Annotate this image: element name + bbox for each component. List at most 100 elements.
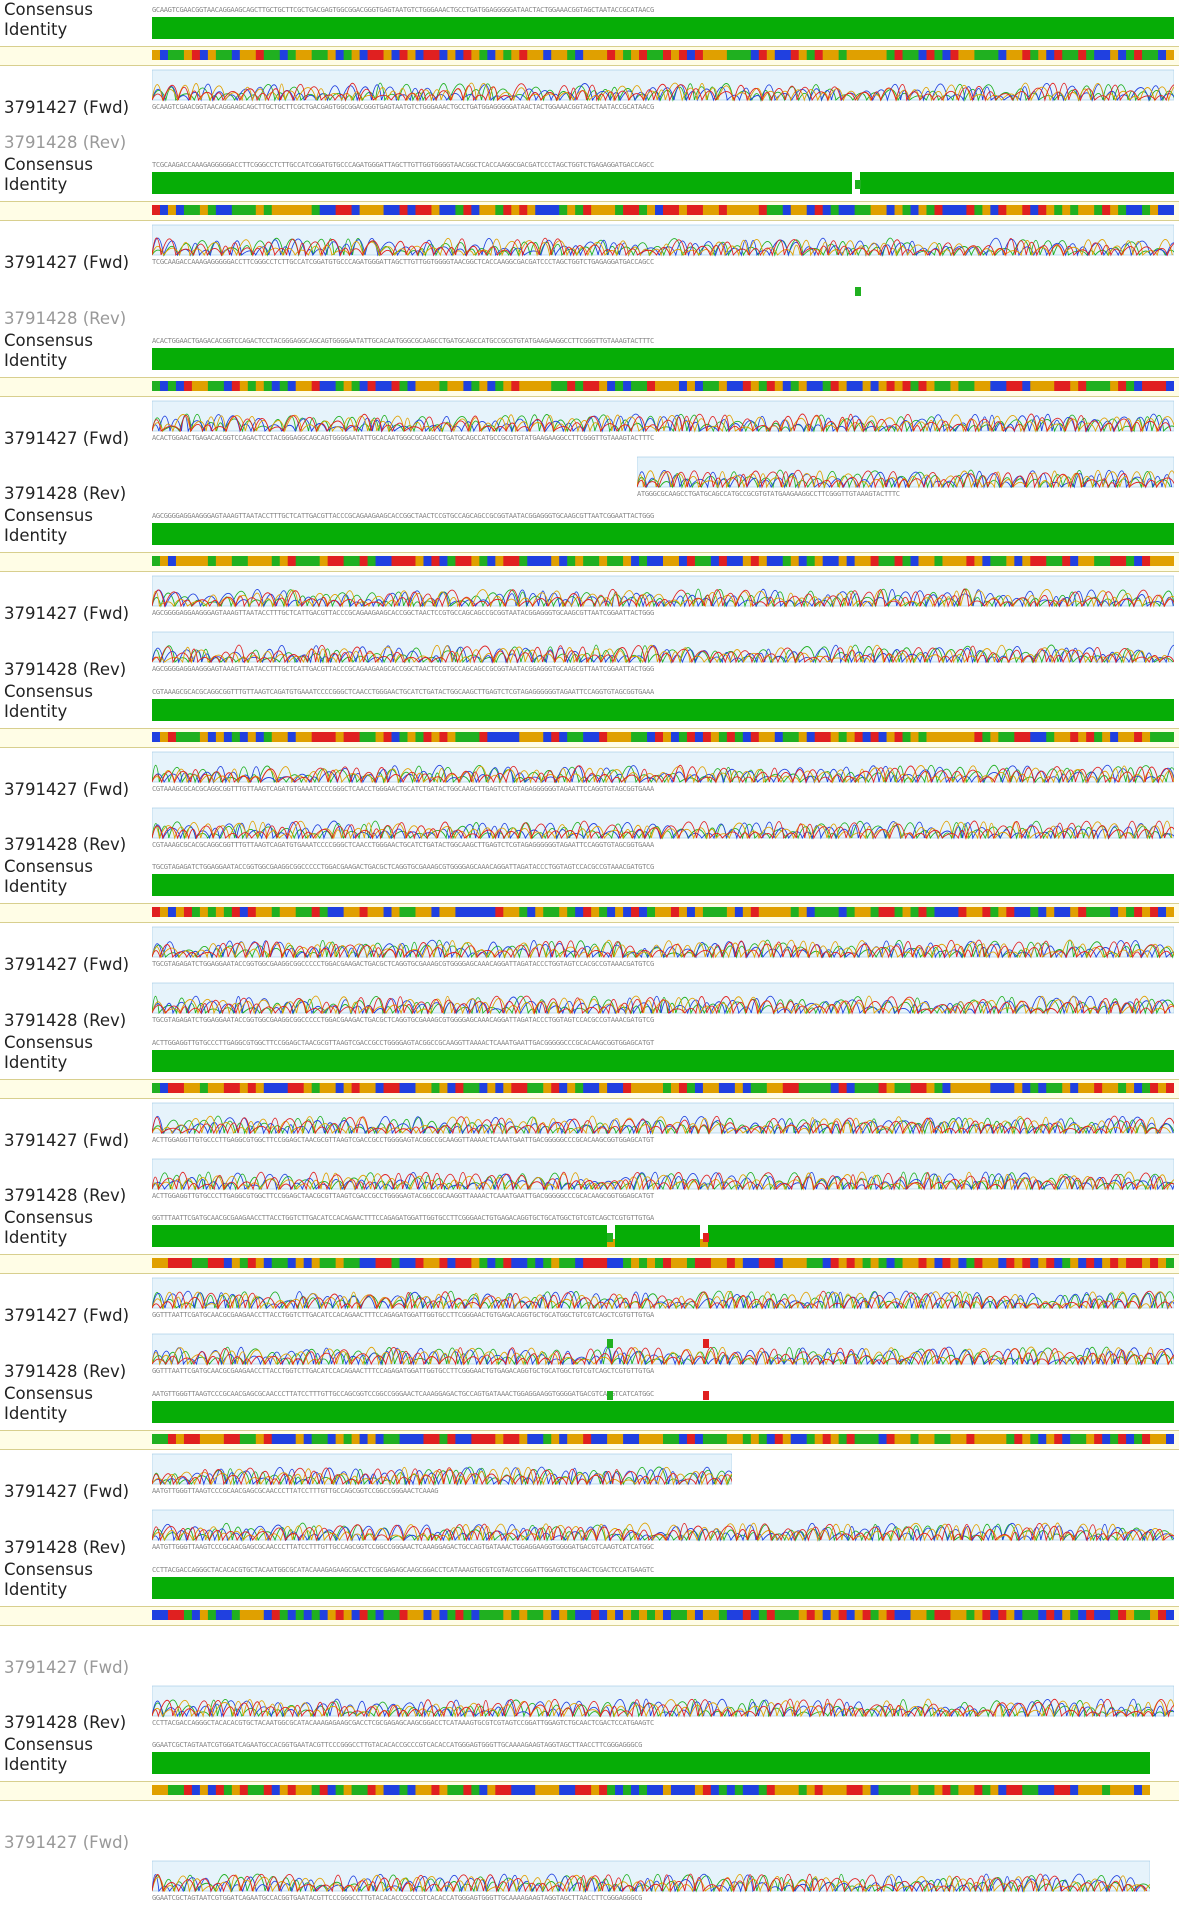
reference-base — [615, 381, 624, 391]
reference-base — [527, 1434, 536, 1444]
rev-read-label[interactable]: 3791428 (Rev) — [4, 133, 127, 152]
reference-base — [934, 1258, 943, 1268]
identity-label[interactable]: Identity — [4, 1580, 68, 1599]
rev-chromatogram[interactable] — [152, 1153, 1174, 1193]
reference-base — [407, 50, 416, 60]
reference-base — [463, 732, 472, 742]
fwd-chromatogram[interactable] — [152, 1097, 1174, 1137]
consensus-label[interactable]: Consensus — [4, 155, 93, 174]
reference-base — [854, 1785, 863, 1795]
rev-read-label[interactable]: 3791428 (Rev) — [4, 309, 127, 328]
rev-read-label[interactable]: 3791428 (Rev) — [4, 484, 127, 503]
fwd-chromatogram[interactable] — [152, 921, 1174, 961]
fwd-chromatogram[interactable] — [152, 746, 1174, 786]
identity-label[interactable]: Identity — [4, 175, 68, 194]
rev-read-label[interactable]: 3791428 (Rev) — [4, 1538, 127, 1557]
reference-base — [1038, 1785, 1047, 1795]
reference-base — [167, 1083, 177, 1093]
identity-label[interactable]: Identity — [4, 702, 68, 721]
reference-base — [583, 1083, 592, 1093]
fwd-chromatogram[interactable] — [152, 1272, 1174, 1312]
fwd-read-label[interactable]: 3791427 (Fwd) — [4, 780, 130, 799]
reference-base — [822, 907, 832, 917]
reference-base — [894, 205, 903, 215]
consensus-label[interactable]: Consensus — [4, 0, 93, 19]
reference-base — [990, 50, 999, 60]
identity-label[interactable]: Identity — [4, 20, 68, 39]
fwd-read-label[interactable]: 3791427 (Fwd) — [4, 955, 130, 974]
reference-base — [846, 381, 856, 391]
reference-base — [639, 50, 648, 60]
reference-base — [599, 732, 608, 742]
rev-chromatogram[interactable] — [152, 802, 1174, 842]
rev-chromatogram[interactable] — [152, 1680, 1174, 1720]
identity-label[interactable]: Identity — [4, 1053, 68, 1072]
consensus-label[interactable]: Consensus — [4, 1735, 93, 1754]
rev-read-label[interactable]: 3791428 (Rev) — [4, 1713, 127, 1732]
fwd-read-label[interactable]: 3791427 (Fwd) — [4, 429, 130, 448]
reference-base — [878, 1785, 887, 1795]
rev-chromatogram[interactable] — [152, 626, 1174, 666]
reference-base — [814, 1083, 824, 1093]
reference-base — [1126, 907, 1135, 917]
rev-read-label[interactable]: 3791428 (Rev) — [4, 1362, 127, 1381]
rev-read-label[interactable]: 3791428 (Rev) — [4, 660, 127, 679]
reference-base — [327, 50, 337, 60]
rev-read-label[interactable]: 3791428 (Rev) — [4, 1011, 127, 1030]
rev-chromatogram[interactable] — [637, 451, 1174, 491]
reference-base — [974, 732, 983, 742]
fwd-chromatogram[interactable] — [152, 1448, 732, 1488]
fwd-read-label[interactable]: 3791427 (Fwd) — [4, 1658, 130, 1677]
rev-chromatogram[interactable] — [152, 977, 1174, 1017]
consensus-label[interactable]: Consensus — [4, 1560, 93, 1579]
rev-chromatogram[interactable] — [152, 1328, 1174, 1368]
reference-base — [1014, 1610, 1023, 1620]
fwd-read-label[interactable]: 3791427 (Fwd) — [4, 1131, 130, 1150]
fwd-read-label[interactable]: 3791427 (Fwd) — [4, 253, 130, 272]
consensus-label[interactable]: Consensus — [4, 857, 93, 876]
identity-label[interactable]: Identity — [4, 1755, 68, 1774]
reference-base — [678, 556, 688, 566]
reference-base — [1102, 205, 1111, 215]
consensus-label[interactable]: Consensus — [4, 331, 93, 350]
fwd-read-label[interactable]: 3791427 (Fwd) — [4, 98, 130, 117]
fwd-read-label[interactable]: 3791427 (Fwd) — [4, 604, 130, 623]
rev-read-label[interactable]: 3791428 (Rev) — [4, 1186, 127, 1205]
consensus-label[interactable]: Consensus — [4, 1033, 93, 1052]
fwd-chromatogram[interactable] — [152, 395, 1174, 435]
rev-chromatogram[interactable] — [152, 1855, 1150, 1895]
reference-base — [734, 381, 744, 391]
reference-base — [663, 381, 672, 391]
consensus-label[interactable]: Consensus — [4, 1208, 93, 1227]
reference-base — [152, 50, 161, 60]
identity-label[interactable]: Identity — [4, 351, 68, 370]
reference-base — [543, 1083, 552, 1093]
reference-base — [407, 1610, 416, 1620]
reference-base — [199, 205, 209, 215]
fwd-read-label[interactable]: 3791427 (Fwd) — [4, 1482, 130, 1501]
reference-base — [1078, 381, 1087, 391]
reference-base — [950, 1610, 959, 1620]
rev-read-label[interactable]: 3791428 (Rev) — [4, 835, 127, 854]
reference-base — [623, 50, 632, 60]
rev-chromatogram[interactable] — [152, 1504, 1174, 1544]
fwd-read-label[interactable]: 3791427 (Fwd) — [4, 1306, 130, 1325]
reference-base — [1094, 556, 1103, 566]
chromatogram-channel — [152, 939, 1174, 959]
reference-base — [790, 556, 800, 566]
fwd-chromatogram[interactable] — [152, 64, 1174, 104]
fwd-chromatogram[interactable] — [152, 219, 1174, 259]
consensus-label[interactable]: Consensus — [4, 682, 93, 701]
fwd-read-label[interactable]: 3791427 (Fwd) — [4, 1833, 130, 1852]
fwd-chromatogram[interactable] — [152, 570, 1174, 610]
identity-label[interactable]: Identity — [4, 1228, 68, 1247]
identity-label[interactable]: Identity — [4, 1404, 68, 1423]
reference-base — [1142, 1610, 1151, 1620]
consensus-label[interactable]: Consensus — [4, 506, 93, 525]
identity-label[interactable]: Identity — [4, 526, 68, 545]
identity-label[interactable]: Identity — [4, 877, 68, 896]
reference-base — [998, 1785, 1007, 1795]
reference-base — [1070, 1434, 1079, 1444]
consensus-label[interactable]: Consensus — [4, 1384, 93, 1403]
reference-base — [191, 50, 201, 60]
